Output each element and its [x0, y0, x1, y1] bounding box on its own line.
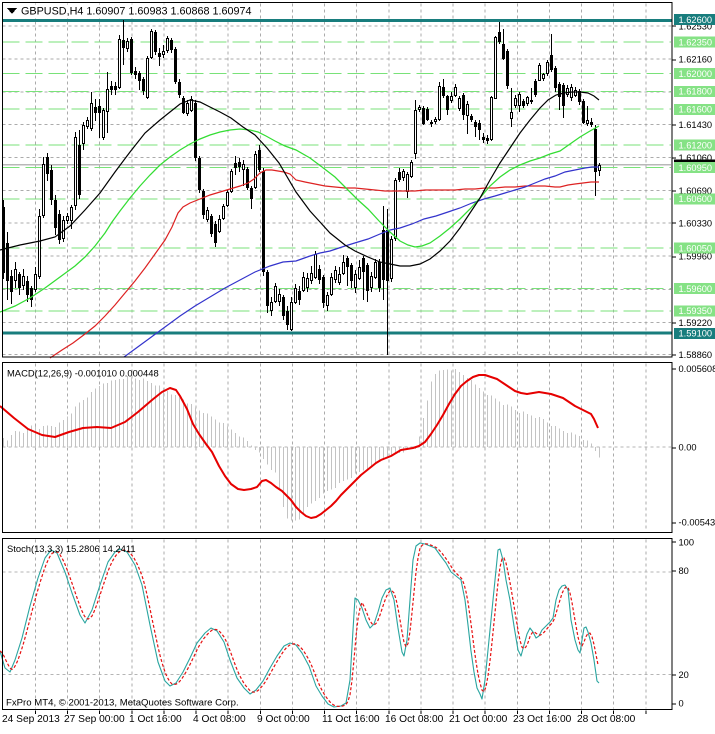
- svg-text:16 Oct 08:00: 16 Oct 08:00: [385, 714, 444, 725]
- svg-text:-0.005432: -0.005432: [679, 518, 715, 528]
- svg-text:27 Sep 00:00: 27 Sep 00:00: [64, 714, 125, 725]
- svg-text:0: 0: [679, 698, 684, 708]
- svg-text:24 Sep 2013: 24 Sep 2013: [2, 714, 60, 725]
- svg-text:0.00: 0.00: [679, 442, 697, 452]
- svg-text:1.61600: 1.61600: [679, 105, 713, 115]
- svg-text:Stoch(13,3,3) 15.2806 14.2411: Stoch(13,3,3) 15.2806 14.2411: [7, 543, 136, 554]
- svg-text:23 Oct 16:00: 23 Oct 16:00: [513, 714, 572, 725]
- svg-text:0.005608: 0.005608: [679, 364, 715, 374]
- svg-text:100: 100: [679, 537, 695, 547]
- svg-text:1.61060: 1.61060: [679, 153, 713, 163]
- svg-text:1.59600: 1.59600: [679, 284, 713, 294]
- svg-text:1.62160: 1.62160: [679, 54, 713, 64]
- svg-text:1.60330: 1.60330: [679, 218, 713, 228]
- svg-text:1.62350: 1.62350: [679, 37, 713, 47]
- svg-text:1.61800: 1.61800: [679, 87, 713, 97]
- svg-text:9 Oct 00:00: 9 Oct 00:00: [257, 714, 310, 725]
- svg-text:1 Oct 16:00: 1 Oct 16:00: [129, 714, 182, 725]
- svg-text:1.59100: 1.59100: [679, 329, 713, 339]
- svg-text:21 Oct 00:00: 21 Oct 00:00: [449, 714, 508, 725]
- svg-text:1.60600: 1.60600: [679, 194, 713, 204]
- svg-text:1.59350: 1.59350: [679, 306, 713, 316]
- svg-text:20: 20: [679, 670, 689, 680]
- svg-text:GBPUSD,H4 1.60907 1.60983 1.6: GBPUSD,H4 1.60907 1.60983 1.60868 1.6097…: [21, 6, 252, 18]
- svg-text:11 Oct 16:00: 11 Oct 16:00: [322, 714, 380, 725]
- svg-text:28 Oct 08:00: 28 Oct 08:00: [577, 714, 636, 725]
- svg-text:80: 80: [679, 566, 689, 576]
- svg-text:1.60950: 1.60950: [679, 163, 713, 173]
- svg-text:FxPro MT4, © 2001-2013, MetaQu: FxPro MT4, © 2001-2013, MetaQuotes Softw…: [6, 698, 239, 709]
- svg-text:MACD(12,26,9) -0.001010 0.0004: MACD(12,26,9) -0.001010 0.000448: [7, 368, 159, 379]
- svg-text:1.61200: 1.61200: [679, 140, 713, 150]
- svg-text:1.62600: 1.62600: [679, 15, 713, 25]
- svg-text:1.62000: 1.62000: [679, 69, 713, 79]
- svg-text:1.60050: 1.60050: [679, 244, 713, 254]
- svg-text:1.61430: 1.61430: [679, 120, 713, 130]
- svg-text:1.59220: 1.59220: [679, 318, 713, 328]
- svg-text:4 Oct 08:00: 4 Oct 08:00: [193, 714, 246, 725]
- svg-text:1.58860: 1.58860: [679, 350, 713, 360]
